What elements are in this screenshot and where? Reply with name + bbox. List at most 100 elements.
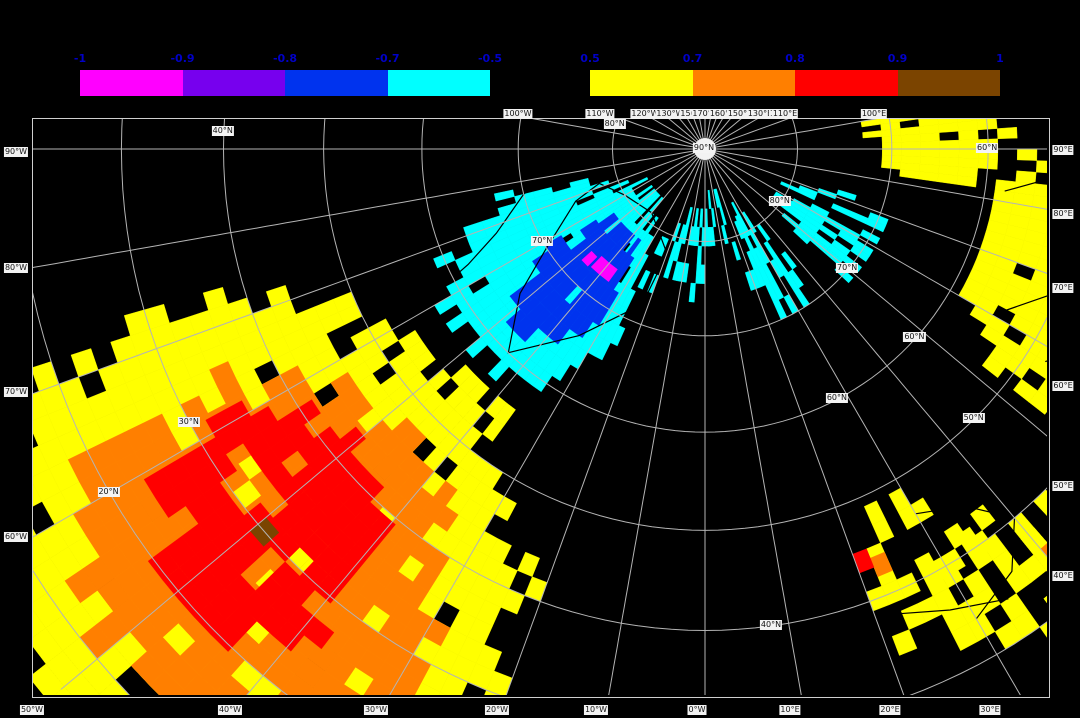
top-lon-label-4: 150° — [679, 109, 701, 119]
negcbar-segment-2 — [285, 70, 388, 96]
coast-iceland — [608, 354, 650, 392]
cell-arabia-yellow — [1000, 593, 1029, 622]
cell-siberia-yellow — [957, 166, 979, 178]
cell-atlantic-orange — [312, 671, 345, 695]
cell-greenland-blue — [550, 323, 570, 345]
cell-siberia-yellow — [920, 148, 941, 158]
left-lon-label-3: 60°W — [3, 532, 29, 542]
top-lon-label-1: 110°W — [585, 109, 615, 119]
inner-lat-label-30-9: 30°N — [177, 416, 200, 427]
cell-greenland-cyan — [594, 339, 611, 361]
meridian-50 — [707, 151, 1047, 437]
poscbar-tick-4: 1 — [996, 52, 1004, 65]
positive-colorbar-ticks: 0.5 0.7 0.8 0.9 1 — [580, 52, 1004, 66]
top-lon-label-7: 150°E — [726, 109, 754, 119]
right-lon-label-0: 90°E — [1052, 145, 1074, 155]
cell-arctic-cyan-a — [701, 227, 706, 247]
meridian--70 — [33, 149, 702, 395]
cell-atlantic-yellow — [246, 691, 254, 695]
cell-centralasia-yellow — [1016, 148, 1038, 161]
meridian-10 — [705, 152, 802, 695]
inner-lat-label-60-5: 60°N — [903, 332, 926, 343]
cell-arctic-cyan-d — [810, 203, 830, 217]
cell-siberia-yellow — [939, 139, 960, 150]
meridian--30 — [389, 151, 704, 695]
cell-atlantic-orange — [363, 678, 393, 695]
poscbar-tick-1: 0.7 — [682, 52, 703, 65]
negative-colorbar — [80, 70, 490, 96]
cell-siberia-yellow — [957, 119, 978, 123]
cell-arctic-cyan-d — [836, 189, 857, 201]
negcbar-segment-1 — [182, 70, 285, 96]
cell-mideast-yellow — [1039, 621, 1047, 638]
cell-siberia-yellow — [901, 148, 921, 157]
cell-atlantic-yellow — [33, 663, 65, 695]
poscbar-tick-3: 0.9 — [887, 52, 908, 65]
cell-arctic-cyan-c — [787, 269, 804, 289]
meridian-60 — [707, 150, 1047, 348]
poscbar-segment-1 — [692, 70, 795, 96]
cell-arctic-cyan-a — [700, 264, 706, 284]
cell-arctic-cyan-a — [657, 237, 669, 257]
left-lon-label-2: 70°W — [3, 387, 29, 397]
cell-atlantic-orange — [281, 674, 314, 695]
inner-lat-label-80-0: 80°N — [603, 119, 626, 130]
cell-greenland-blue — [518, 321, 539, 343]
inner-lat-label-50-7: 50°N — [962, 412, 985, 423]
cell-centralasia-yellow — [1015, 170, 1037, 184]
cell-arctic-cyan-a — [663, 258, 674, 279]
cell-atlantic-yellow — [438, 691, 447, 695]
cell-centralasia-yellow — [1035, 160, 1047, 174]
cell-siberia-yellow — [919, 156, 940, 166]
map-canvas — [33, 119, 1047, 695]
bottom-lon-label-2: 30°W — [363, 705, 389, 715]
cell-centralasia-yellow — [1045, 376, 1047, 380]
bottom-lon-label-7: 20°E — [879, 705, 901, 715]
left-lon-label-1: 80°W — [3, 263, 29, 273]
cell-siberia-yellow — [901, 141, 921, 150]
map-frame[interactable] — [32, 118, 1050, 698]
cell-mideast-yellow — [891, 629, 918, 656]
bottom-lon-label-8: 30°E — [979, 705, 1001, 715]
cell-greenland-cyan — [487, 359, 510, 382]
top-lon-label-11: 100°E — [860, 109, 888, 119]
meridian-40 — [707, 151, 1047, 558]
cell-greenland-cyan — [493, 189, 515, 202]
right-lon-label-2: 70°E — [1052, 283, 1074, 293]
cell-siberia-yellow — [958, 157, 979, 169]
cell-atlantic-yellow — [486, 670, 513, 695]
cell-arctic-cyan-b — [719, 206, 727, 226]
meridian--50 — [60, 151, 703, 690]
cell-siberia-yellow — [958, 129, 979, 141]
cell-mideast-orange — [870, 551, 893, 577]
meridian-20 — [705, 152, 905, 695]
cell-siberia-yellow — [938, 156, 960, 167]
inner-lat-extra-4: 40°N — [759, 619, 783, 630]
cell-atlantic-yellow — [33, 534, 51, 570]
cell-atlantic-orange — [183, 673, 217, 695]
cell-arctic-cyan-b — [696, 245, 702, 266]
top-lon-label-5: 170°W — [691, 109, 721, 119]
inner-lat-extra-1: 60°N — [825, 393, 849, 403]
cell-atlantic-orange — [308, 688, 324, 695]
top-lon-label-2: 120°W — [630, 109, 660, 119]
cell-siberia-yellow — [898, 119, 919, 122]
cell-atlantic-yellow — [482, 418, 505, 442]
negcbar-segment-0 — [80, 70, 183, 96]
cell-atlantic-red — [303, 618, 335, 650]
bottom-lon-label-3: 20°W — [484, 705, 510, 715]
cell-atlantic-yellow — [98, 694, 101, 695]
negcbar-tick-4: -0.5 — [477, 52, 503, 65]
bottom-lon-label-6: 10°E — [779, 705, 801, 715]
poscbar-segment-2 — [795, 70, 898, 96]
cell-atlantic-red — [314, 574, 344, 604]
meridian-80 — [708, 149, 1047, 210]
positive-colorbar — [590, 70, 1000, 96]
negative-colorbar-ticks: -1 -0.9 -0.8 -0.7 -0.5 — [74, 52, 502, 66]
meridian-100 — [708, 119, 878, 149]
pole-label: 90°N — [692, 143, 716, 153]
cell-atlantic-yellow — [33, 391, 49, 421]
cell-centralasia-yellow — [1029, 206, 1047, 222]
cell-atlantic-red — [155, 487, 186, 518]
cell-mideast-orange — [1040, 543, 1047, 557]
